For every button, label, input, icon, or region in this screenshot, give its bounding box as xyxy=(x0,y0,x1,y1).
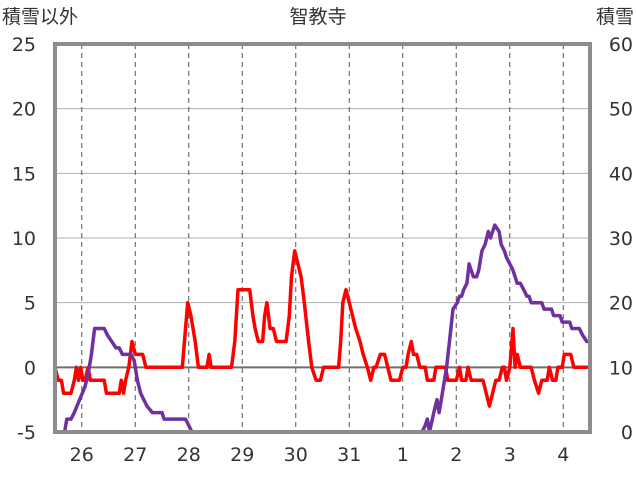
x-axis: 26 27 28 29 30 31 1 2 3 4 xyxy=(70,444,570,466)
plot-series xyxy=(53,223,589,434)
plot-frame xyxy=(53,42,592,434)
y-left-tick-label: 0 xyxy=(24,357,36,379)
y-left-tick-label: 20 xyxy=(12,99,36,121)
series-line-2 xyxy=(53,223,589,434)
x-tick-label: 3 xyxy=(504,444,516,466)
y-right-tick-label: 10 xyxy=(609,357,633,379)
y-left-axis: 25 20 15 10 5 0 -5 xyxy=(12,34,36,444)
x-tick-label: 30 xyxy=(284,444,308,466)
y-right-tick-label: 0 xyxy=(621,422,633,444)
y-left-tick-label: 15 xyxy=(12,163,36,185)
x-tick-label: 26 xyxy=(70,444,94,466)
y-left-tick-label: 10 xyxy=(12,228,36,250)
x-tick-label: 2 xyxy=(450,444,462,466)
y-left-tick-label: -5 xyxy=(17,422,36,444)
y-right-tick-label: 40 xyxy=(609,163,633,185)
y-right-tick-label: 20 xyxy=(609,293,633,315)
y-left-tick-label: 5 xyxy=(24,293,36,315)
chart-title: 智教寺 xyxy=(289,6,346,28)
series-line-1 xyxy=(53,249,589,408)
y-left-axis-title: 積雪以外 xyxy=(2,6,78,28)
y-right-tick-label: 50 xyxy=(609,99,633,121)
x-tick-label: 27 xyxy=(123,444,147,466)
y-right-tick-label: 60 xyxy=(609,34,633,56)
x-tick-label: 28 xyxy=(177,444,201,466)
x-tick-label: 31 xyxy=(337,444,361,466)
y-right-axis: 60 50 40 30 20 10 0 xyxy=(609,34,633,444)
y-right-axis-title: 積雪 xyxy=(596,6,634,28)
x-tick-label: 29 xyxy=(230,444,254,466)
x-tick-label: 1 xyxy=(397,444,409,466)
y-left-tick-label: 25 xyxy=(12,34,36,56)
x-tick-label: 4 xyxy=(557,444,569,466)
y-right-tick-label: 30 xyxy=(609,228,633,250)
